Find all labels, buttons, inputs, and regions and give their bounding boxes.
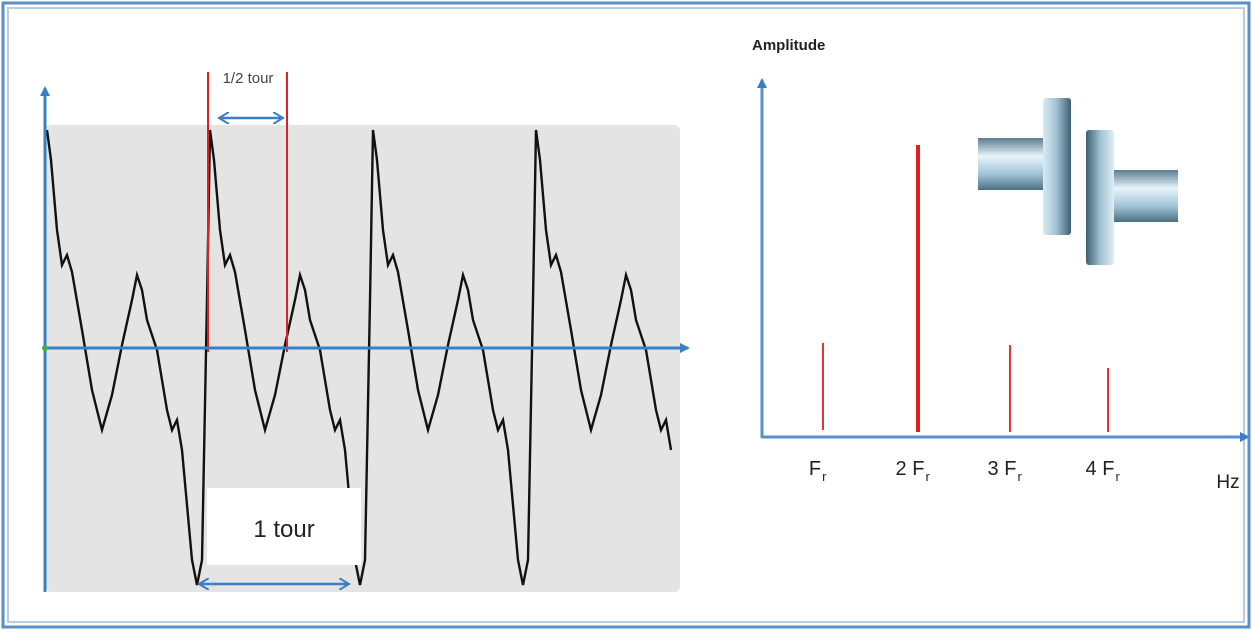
harmonic-subscript: r bbox=[925, 469, 930, 484]
harmonic-label: F bbox=[809, 458, 821, 480]
y-axis-label: Amplitude bbox=[752, 37, 825, 54]
harmonic-label: 2 F bbox=[896, 458, 925, 480]
x-axis-label: Hz bbox=[1216, 472, 1239, 493]
origin bbox=[42, 345, 48, 351]
turn-box bbox=[207, 488, 361, 565]
turn-label: 1 tour bbox=[253, 516, 314, 543]
harmonic-subscript: r bbox=[822, 469, 827, 484]
half-turn-label: 1/2 tour bbox=[223, 70, 274, 87]
frame-inner bbox=[7, 7, 1245, 623]
shaft-icon bbox=[978, 98, 1178, 265]
harmonic-label: 4 F bbox=[1086, 458, 1115, 480]
waveform-background bbox=[45, 125, 680, 592]
harmonic-subscript: r bbox=[1017, 469, 1022, 484]
harmonic-subscript: r bbox=[1115, 469, 1120, 484]
harmonic-label: 3 F bbox=[988, 458, 1017, 480]
waveform bbox=[45, 129, 673, 586]
